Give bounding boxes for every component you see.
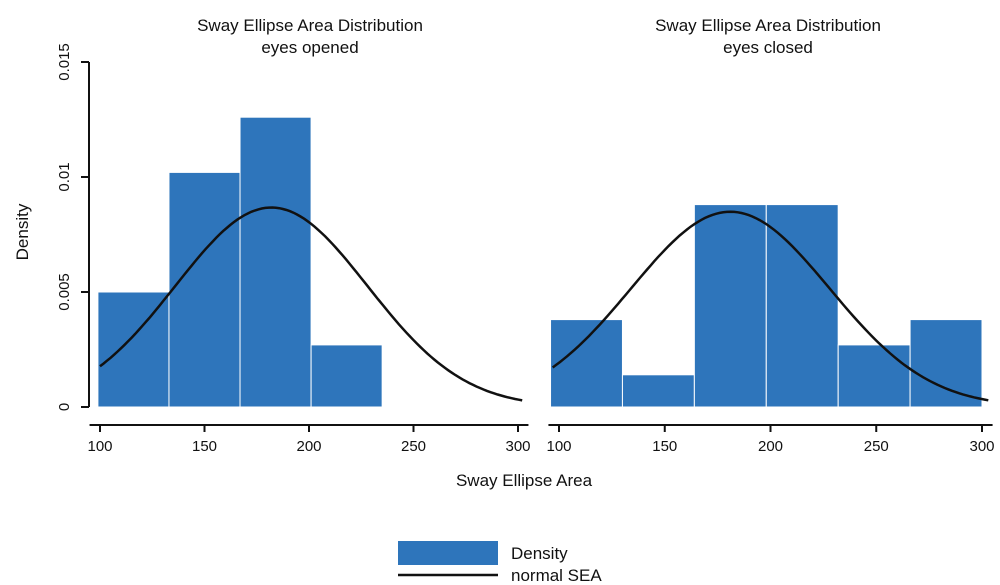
panel-title-right: Sway Ellipse Area Distribution	[655, 16, 881, 35]
x-tick-label: 150	[652, 438, 677, 455]
x-tick-label: 200	[296, 438, 321, 455]
histogram-bar	[909, 319, 983, 408]
x-tick-label: 200	[758, 438, 783, 455]
histogram-bar	[168, 171, 241, 408]
y-tick-label: 0	[56, 403, 73, 411]
x-axis-label: Sway Ellipse Area	[456, 471, 593, 490]
x-tick-label: 100	[87, 438, 112, 455]
x-tick-label: 300	[969, 438, 994, 455]
panel-title-left: Sway Ellipse Area Distribution	[197, 16, 423, 35]
x-tick-label: 100	[546, 438, 571, 455]
y-tick-label: 0.015	[56, 43, 73, 81]
y-axis-label: Density	[13, 203, 32, 260]
legend: Density normal SEA	[398, 541, 602, 585]
panel-subtitle-right: eyes closed	[723, 38, 813, 57]
x-tick-label: 300	[505, 438, 530, 455]
y-tick-label: 0.005	[56, 273, 73, 311]
histogram-bar	[550, 319, 623, 408]
histogram-bar	[693, 204, 767, 408]
y-tick-label: 0.01	[56, 162, 73, 191]
normal-curve	[99, 206, 523, 402]
histogram-bar	[765, 204, 839, 408]
histogram-bar	[239, 116, 312, 408]
panel-subtitle-left: eyes opened	[261, 38, 358, 57]
histogram-bar	[97, 291, 170, 408]
histogram-bar	[837, 344, 911, 408]
panel-eyes-opened	[97, 116, 523, 408]
axes: 100 150 200 250 300 100 150 200 250 300 0 0.005 0.01…	[56, 43, 995, 455]
x-tick-label: 250	[864, 438, 889, 455]
legend-label-density: Density	[511, 544, 568, 563]
legend-swatch-density	[398, 541, 498, 565]
panel-eyes-closed	[550, 204, 989, 408]
normal-curve	[551, 210, 989, 402]
x-tick-label: 250	[401, 438, 426, 455]
histogram-bar	[310, 344, 383, 408]
x-tick-label: 150	[192, 438, 217, 455]
histogram-bar	[621, 374, 695, 408]
legend-label-normal: normal SEA	[511, 566, 602, 585]
